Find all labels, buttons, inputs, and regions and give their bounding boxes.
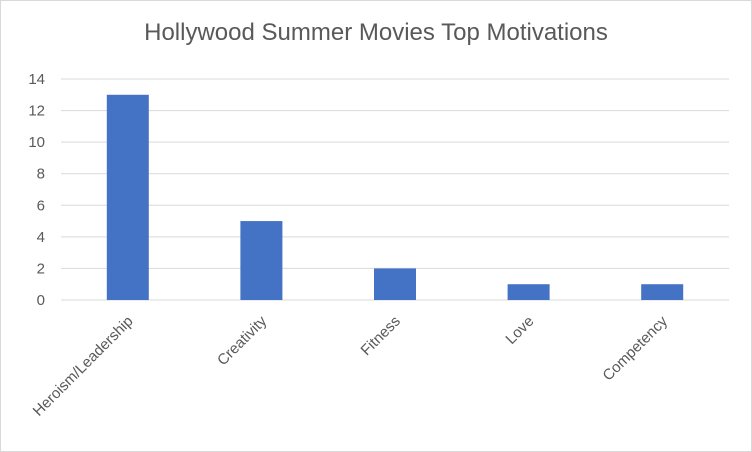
y-tick-label: 10 [28,134,45,151]
y-tick-label: 8 [37,166,45,183]
x-tick-label: Love [502,313,537,348]
x-tick-label: Competency [599,312,671,384]
bar-love [507,284,550,300]
bar-creativity [240,221,283,300]
y-tick-label: 6 [37,197,45,214]
chart-title: Hollywood Summer Movies Top Motivations [144,19,608,46]
bars [106,94,684,301]
y-tick-label: 14 [28,71,45,88]
y-tick-label: 2 [37,260,45,277]
y-tick-label: 12 [28,103,45,120]
x-axis-ticks: Heroism/Leadership Creativity Fitness Love C… [30,312,672,419]
gridlines [61,78,729,301]
y-axis-ticks: 0 2 4 6 8 10 12 14 [28,71,45,309]
bar-heroism-leadership [106,94,149,301]
bar-competency [641,284,684,300]
x-tick-label: Heroism/Leadership [30,313,137,420]
x-tick-label: Creativity [214,312,271,369]
x-tick-label: Fitness [358,313,404,359]
bar-fitness [374,268,416,300]
y-tick-label: 4 [37,229,45,246]
y-tick-label: 0 [37,292,45,309]
